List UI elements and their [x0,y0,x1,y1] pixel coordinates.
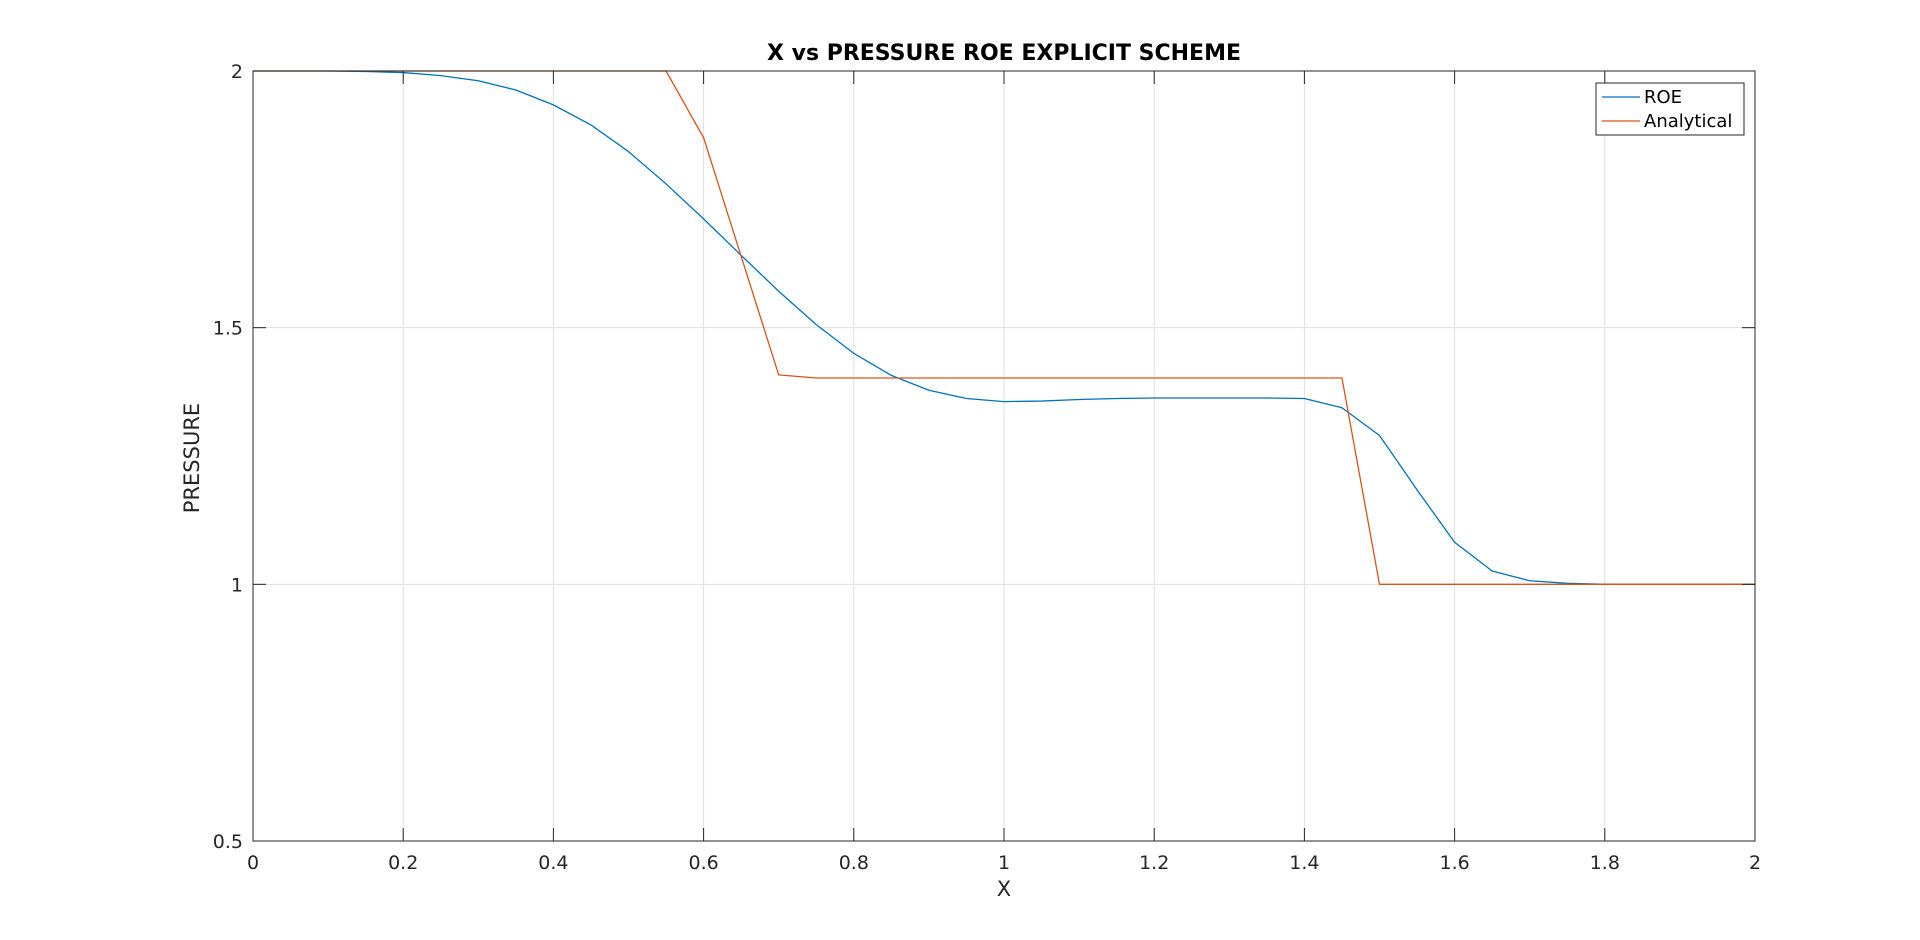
x-tick-label: 1.6 [1439,852,1469,874]
series-line-analytical [253,70,1755,585]
x-tick-label: 0 [247,852,259,874]
x-tick-label: 0.2 [388,852,418,874]
x-tick-label: 0.6 [688,852,718,874]
y-tick-label: 2 [231,61,243,83]
legend: ROE Analytical [1595,82,1745,136]
x-tick-label: 1.4 [1289,852,1319,874]
legend-label-analytical: Analytical [1644,111,1732,132]
y-tick-label: 1 [231,574,243,596]
y-tick-label: 0.5 [213,831,243,853]
y-axis-label: PRESSURE [180,403,204,513]
legend-box [1595,82,1745,136]
y-tick-labels: 0.5 1 1.5 2 [213,61,243,853]
axis-ticks [252,70,1756,842]
x-axis-label: X [997,877,1011,901]
x-tick-labels: 0 0.2 0.4 0.6 0.8 1 1.2 1.4 1.6 1.8 2 [247,852,1761,874]
x-tick-label: 1.8 [1590,852,1620,874]
x-tick-label: 2 [1749,852,1761,874]
series-line-roe [253,70,1755,585]
x-tick-label: 1 [998,852,1010,874]
x-tick-label: 0.4 [538,852,568,874]
x-tick-label: 0.8 [839,852,869,874]
chart-title: X vs PRESSURE ROE EXPLICIT SCHEME [767,41,1241,66]
legend-label-roe: ROE [1644,87,1682,108]
y-tick-label: 1.5 [213,318,243,340]
x-tick-label: 1.2 [1139,852,1169,874]
series-lines [253,70,1755,585]
